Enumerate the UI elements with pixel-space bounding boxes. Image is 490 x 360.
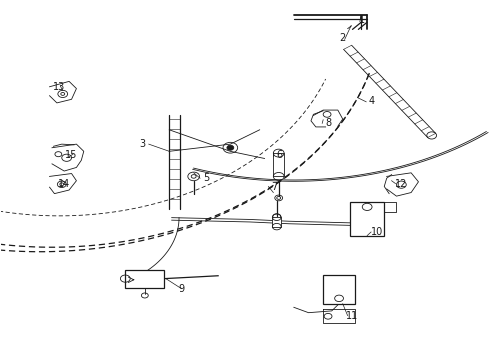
- Circle shape: [227, 145, 234, 150]
- Text: 7: 7: [271, 182, 277, 192]
- Text: 6: 6: [276, 150, 282, 160]
- Text: 14: 14: [58, 179, 71, 189]
- Bar: [272, 217, 281, 226]
- Bar: [125, 270, 164, 288]
- Bar: [273, 153, 284, 176]
- Text: 8: 8: [325, 118, 331, 128]
- Text: 12: 12: [395, 179, 408, 189]
- Text: 9: 9: [178, 284, 185, 294]
- Text: 2: 2: [340, 33, 346, 43]
- Text: 1: 1: [359, 15, 366, 26]
- Text: 10: 10: [371, 227, 383, 237]
- Text: 13: 13: [53, 82, 66, 92]
- Text: 15: 15: [65, 150, 78, 160]
- Bar: [323, 275, 355, 304]
- Text: 11: 11: [346, 311, 359, 321]
- Text: 4: 4: [369, 96, 375, 106]
- Text: 5: 5: [203, 173, 209, 183]
- Text: 3: 3: [139, 139, 146, 149]
- Bar: [350, 202, 384, 235]
